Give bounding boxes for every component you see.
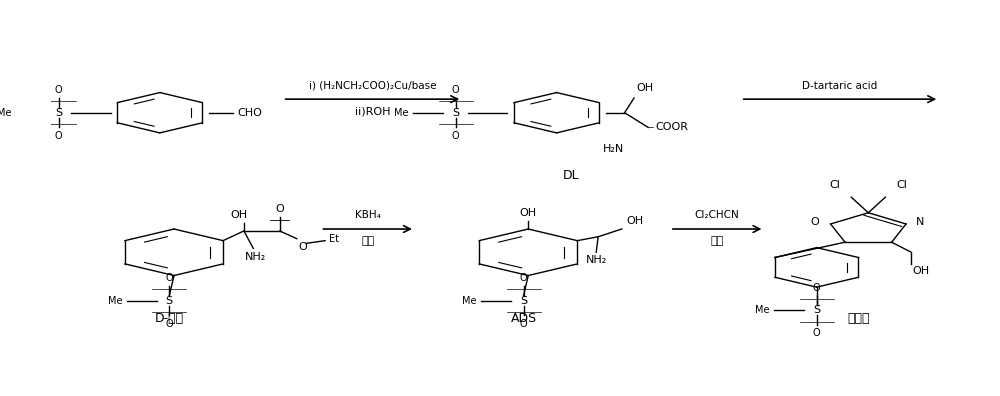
Text: OH: OH — [912, 266, 930, 276]
Text: 环合物: 环合物 — [848, 312, 870, 326]
Text: D-乙酯: D-乙酯 — [155, 312, 184, 326]
Text: Me: Me — [394, 108, 408, 118]
Text: KBH₄: KBH₄ — [355, 211, 381, 221]
Text: DL: DL — [562, 169, 579, 182]
Text: COOR: COOR — [656, 122, 689, 132]
Text: ADS: ADS — [510, 312, 537, 326]
Text: O: O — [55, 85, 63, 95]
Text: Et: Et — [329, 234, 339, 244]
Text: O: O — [299, 242, 307, 252]
Text: S: S — [520, 296, 527, 306]
Text: O: O — [452, 85, 459, 95]
Text: N: N — [915, 217, 924, 227]
Text: ii)ROH: ii)ROH — [355, 106, 390, 116]
Text: i) (H₂NCH₂COO)₂Cu/base: i) (H₂NCH₂COO)₂Cu/base — [309, 81, 436, 91]
Text: 环合: 环合 — [711, 236, 724, 246]
Text: D-tartaric acid: D-tartaric acid — [802, 81, 878, 91]
Text: O: O — [452, 131, 459, 141]
Text: OH: OH — [626, 216, 644, 226]
Text: NH₂: NH₂ — [586, 255, 607, 265]
Text: O: O — [55, 131, 63, 141]
Text: OH: OH — [520, 208, 537, 218]
Text: O: O — [813, 328, 820, 338]
Text: 还原: 还原 — [361, 236, 374, 246]
Text: Cl₂CHCN: Cl₂CHCN — [695, 211, 740, 221]
Text: S: S — [55, 108, 62, 118]
Text: S: S — [452, 108, 459, 118]
Text: O: O — [275, 204, 284, 214]
Text: O: O — [165, 318, 173, 329]
Text: O: O — [165, 273, 173, 283]
Text: Me: Me — [0, 108, 12, 118]
Text: S: S — [813, 305, 820, 316]
Text: Me: Me — [462, 296, 476, 306]
Text: Cl: Cl — [897, 180, 908, 190]
Text: CHO: CHO — [237, 108, 262, 118]
Text: S: S — [166, 296, 173, 306]
Text: OH: OH — [231, 210, 248, 220]
Text: O: O — [813, 283, 820, 293]
Text: Cl: Cl — [829, 180, 840, 190]
Text: Me: Me — [755, 305, 769, 316]
Text: NH₂: NH₂ — [245, 252, 266, 262]
Text: H₂N: H₂N — [603, 144, 625, 154]
Text: OH: OH — [636, 83, 653, 93]
Text: Me: Me — [108, 296, 122, 306]
Text: O: O — [810, 217, 819, 227]
Text: O: O — [520, 318, 527, 329]
Text: O: O — [520, 273, 527, 283]
